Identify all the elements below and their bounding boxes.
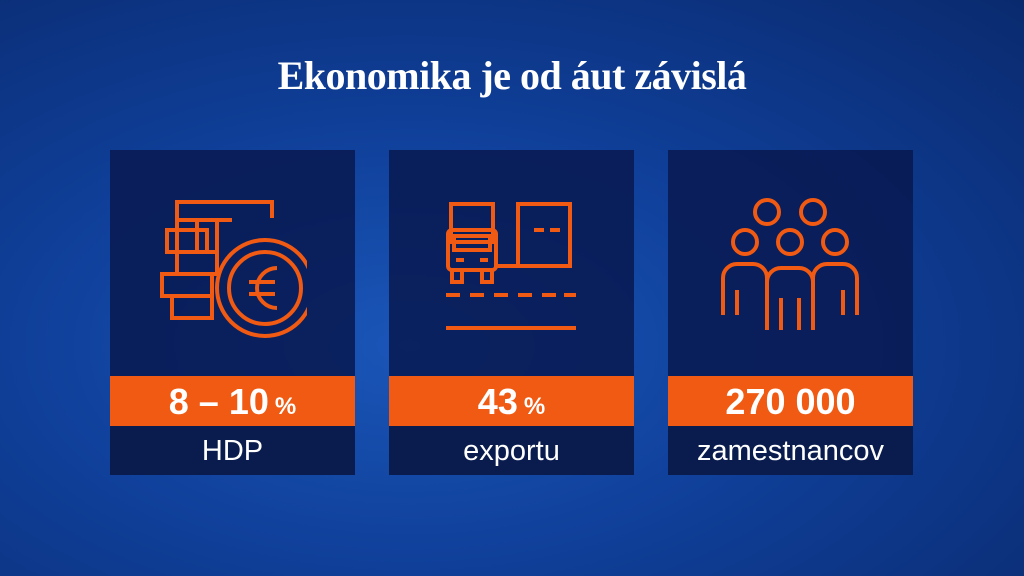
card: 8 – 10% HDP bbox=[110, 150, 355, 475]
card: 270 000 zamestnancov bbox=[668, 150, 913, 475]
label: zamestnancov bbox=[668, 426, 913, 475]
card: 43% exportu bbox=[389, 150, 634, 475]
icon-gdp bbox=[160, 200, 307, 338]
icon-employees bbox=[721, 198, 859, 330]
value: 270 000 bbox=[725, 381, 856, 422]
value: 8 – 10 bbox=[168, 381, 269, 422]
value-band: 43% bbox=[389, 376, 634, 426]
icon-export bbox=[446, 202, 576, 330]
unit: % bbox=[274, 393, 297, 420]
label: exportu bbox=[389, 426, 634, 475]
value-band: 8 – 10% bbox=[110, 376, 355, 426]
value: 43 bbox=[477, 381, 518, 422]
title: Ekonomika je od áut závislá bbox=[277, 53, 747, 98]
value-band: 270 000 bbox=[668, 376, 913, 426]
unit: % bbox=[523, 393, 546, 420]
label: HDP bbox=[110, 426, 355, 475]
